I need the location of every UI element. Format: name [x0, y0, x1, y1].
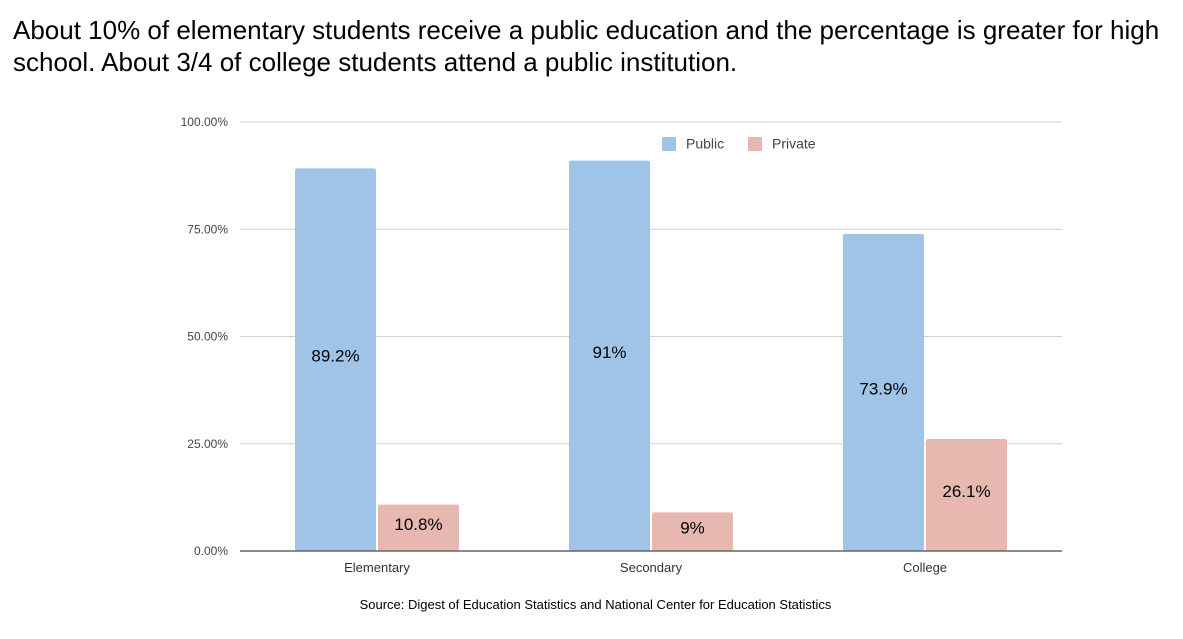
source-note: Source: Digest of Education Statistics a…: [359, 597, 832, 612]
legend-label: Public: [686, 136, 724, 152]
bar-public: [569, 160, 650, 552]
y-tick-label: 75.00%: [187, 222, 228, 236]
data-label: 9%: [680, 519, 705, 538]
data-label: 91%: [592, 343, 626, 362]
slide-title: About 10% of elementary students receive…: [13, 15, 1160, 77]
data-label: 26.1%: [942, 482, 990, 501]
bar-private: [926, 439, 1007, 551]
bar-private: [378, 504, 459, 551]
bar-public: [843, 233, 924, 551]
y-tick-label: 100.00%: [181, 115, 229, 129]
data-label: 89.2%: [311, 347, 359, 366]
legend-label: Private: [772, 136, 816, 152]
x-tick-label: Elementary: [344, 560, 410, 575]
data-label: 10.8%: [394, 515, 442, 534]
x-tick-label: Secondary: [620, 560, 683, 575]
bar-public: [295, 168, 376, 551]
y-tick-label: 25.00%: [187, 437, 228, 451]
data-label: 73.9%: [859, 379, 907, 398]
bar-private: [652, 512, 733, 551]
y-tick-label: 50.00%: [187, 330, 228, 344]
y-tick-label: 0.00%: [194, 544, 228, 558]
legend-swatch-private: [748, 137, 762, 151]
legend-swatch-public: [662, 137, 676, 151]
x-tick-label: College: [903, 560, 947, 575]
